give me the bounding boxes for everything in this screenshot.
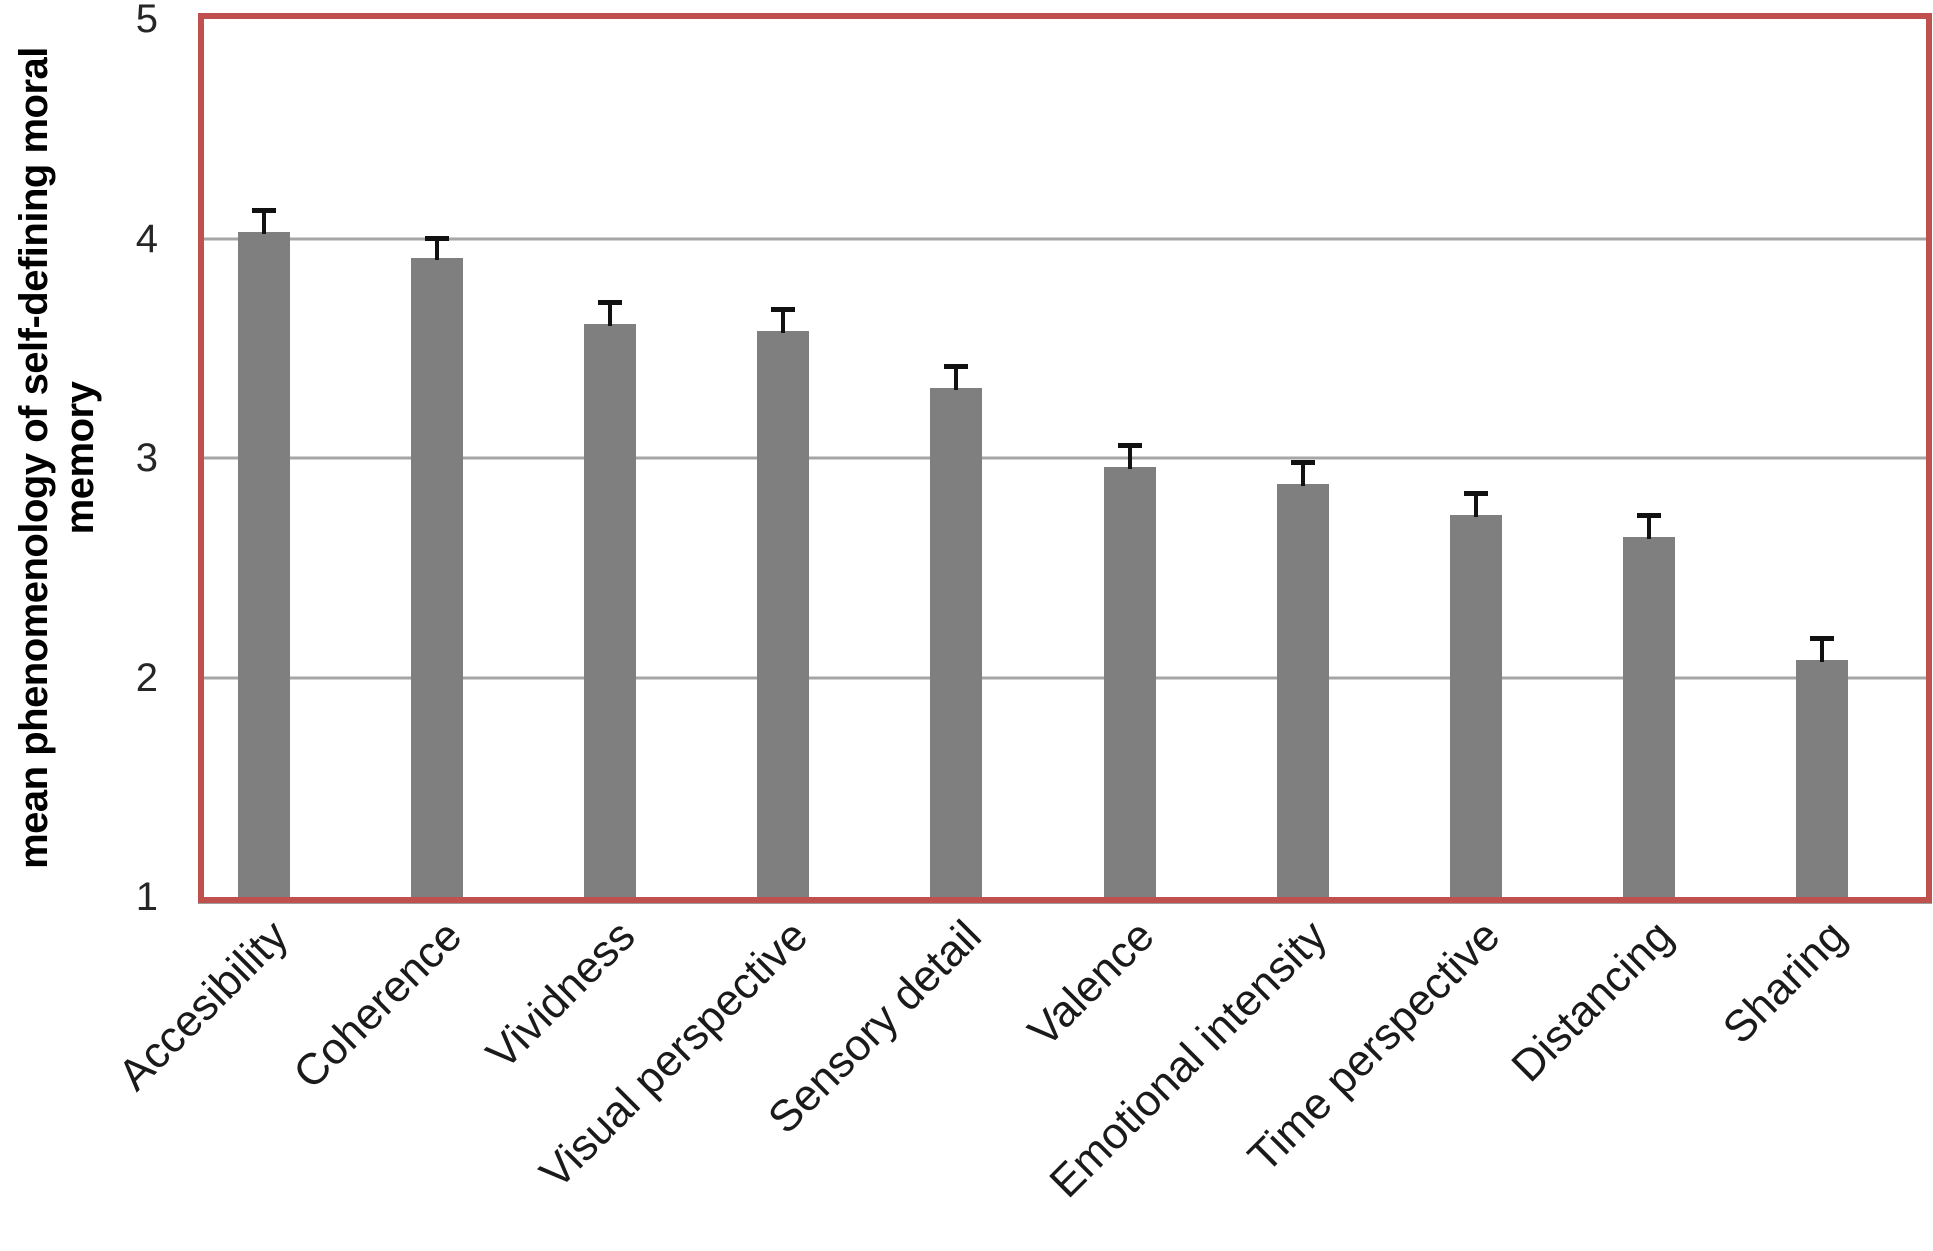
bar-distancing	[1622, 537, 1675, 897]
x-label-valence: Valence	[1018, 911, 1164, 1057]
y-tick-label-5: 5	[135, 0, 158, 41]
bar-slot-valence	[1103, 19, 1156, 897]
y-tick-label-4: 4	[135, 216, 158, 261]
error-bar-cap	[252, 207, 276, 213]
error-bar-cap	[1809, 635, 1834, 641]
bar-slot-sharing	[1795, 19, 1848, 897]
error-bar-cap	[944, 363, 969, 369]
error-bar-cap	[1463, 490, 1488, 496]
plot-area	[198, 13, 1932, 903]
bar-time-perspective	[1449, 515, 1502, 897]
bar-valence	[1103, 466, 1156, 897]
bar-vividness	[584, 324, 637, 897]
y-tick-label-1: 1	[135, 875, 158, 919]
error-bar-line	[435, 236, 440, 261]
bar-visual-perspective	[757, 330, 810, 897]
error-bar-cap	[1290, 460, 1315, 466]
error-bar-cap	[598, 299, 623, 305]
x-label-sharing: Sharing	[1714, 911, 1856, 1054]
error-bar-line	[954, 363, 959, 390]
x-label-accesibility: Accesibility	[109, 911, 298, 1100]
error-bar-line	[262, 207, 266, 234]
bar-sharing	[1795, 659, 1848, 897]
error-bar-line	[608, 299, 613, 327]
x-label-coherence: Coherence	[284, 911, 472, 1099]
bar-slot-emotional-intensity	[1276, 19, 1329, 897]
error-bar-cap	[1117, 442, 1142, 448]
x-label-distancing: Distancing	[1502, 911, 1683, 1092]
error-bar-line	[781, 306, 786, 333]
x-axis-labels: Accesibility Coherence Vividness Visual per…	[109, 911, 1926, 1242]
bar-series	[204, 19, 1926, 897]
gridline-3	[204, 456, 1926, 460]
y-tick-label-2: 2	[135, 655, 158, 700]
error-bar-cap	[771, 306, 796, 312]
bar-slot-distancing	[1622, 19, 1675, 897]
y-tick-label-3: 3	[135, 436, 158, 480]
bar-slot-coherence	[411, 19, 464, 897]
bar-slot-vividness	[584, 19, 637, 897]
error-bar-cap	[425, 236, 450, 242]
x-label-vividness: Vividness	[476, 911, 645, 1079]
bar-slot-time-perspective	[1449, 19, 1502, 897]
error-bar-line	[1646, 512, 1651, 540]
bar-slot-accesibility	[238, 19, 290, 897]
error-bar-line	[1819, 635, 1824, 662]
bar-accesibility	[238, 231, 290, 897]
bar-slot-sensory-detail	[930, 19, 983, 897]
gridline-4	[204, 237, 1926, 240]
error-bar-line	[1473, 490, 1478, 518]
error-bar-line	[1127, 442, 1132, 469]
bar-sensory-detail	[930, 387, 983, 897]
gridline-2	[204, 676, 1926, 679]
bar-slot-visual-perspective	[757, 19, 810, 897]
bar-emotional-intensity	[1276, 484, 1329, 897]
error-bar-line	[1300, 460, 1305, 487]
bar-coherence	[411, 258, 464, 897]
error-bar-cap	[1636, 512, 1661, 518]
